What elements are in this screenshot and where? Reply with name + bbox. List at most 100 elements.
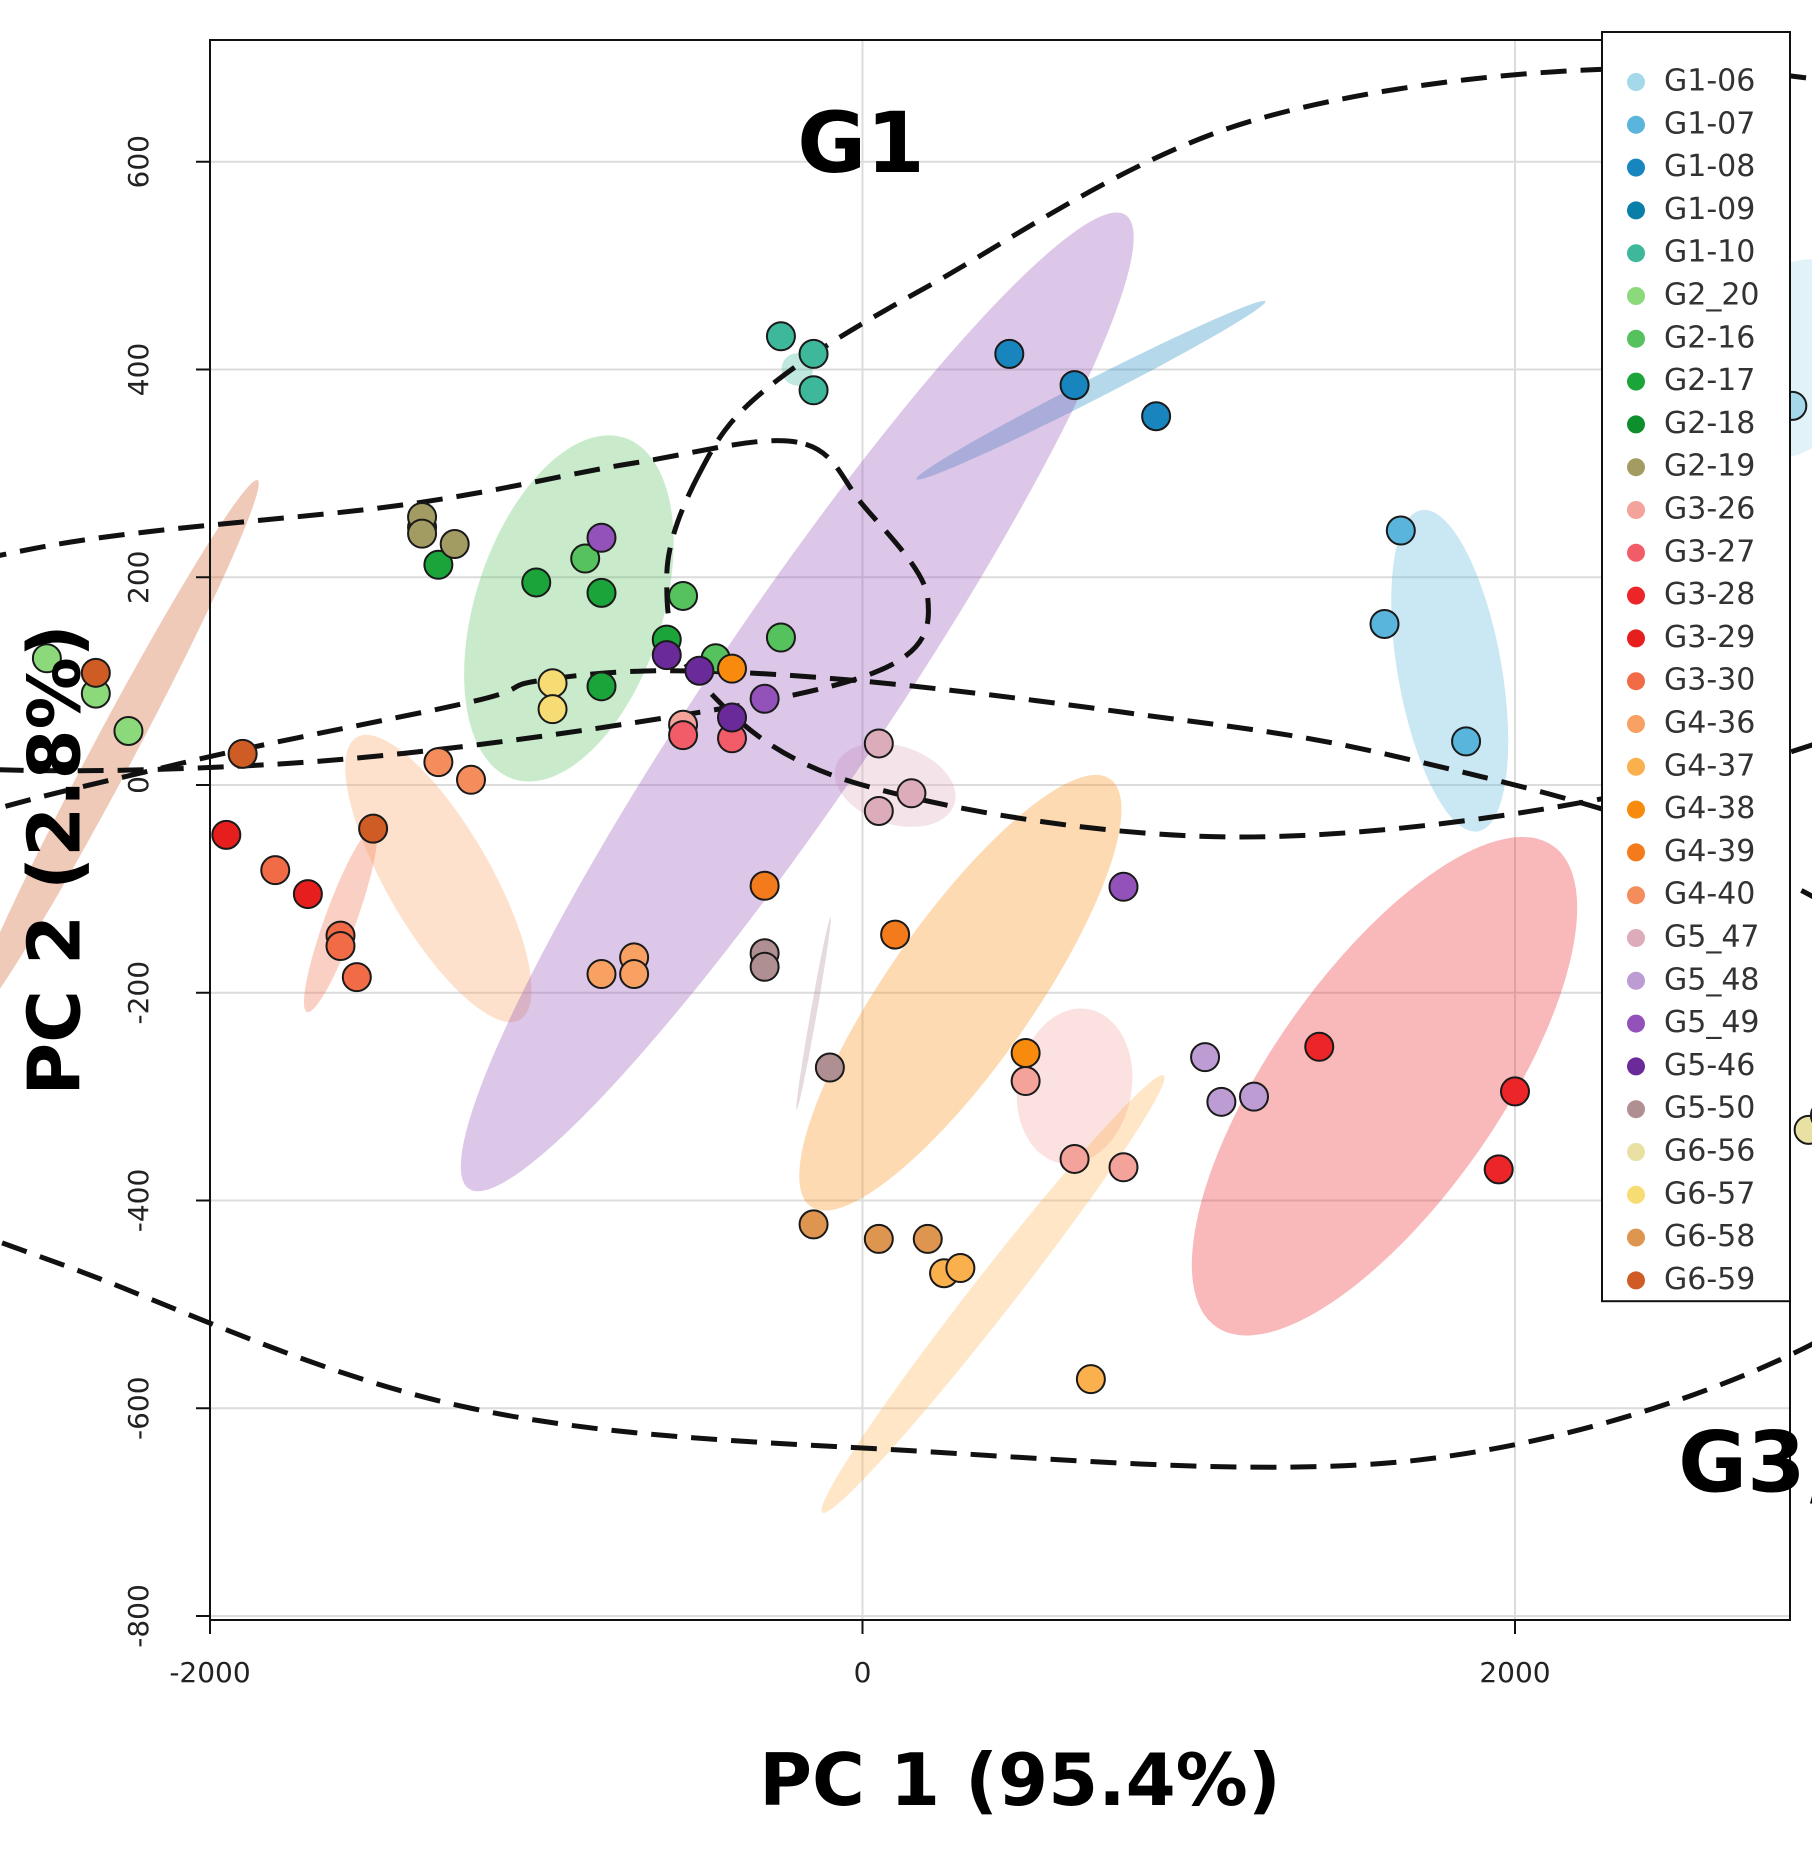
legend-marker xyxy=(1627,757,1645,776)
legend-marker xyxy=(1627,715,1645,733)
legend-entry: G5-46 xyxy=(1664,1048,1755,1083)
legend-entry: G3-26 xyxy=(1664,492,1755,527)
point-G3-30 xyxy=(260,855,291,886)
cluster-outlines xyxy=(0,65,1812,1470)
ellipse-G6-59 xyxy=(0,480,259,1028)
y-tick-label: -200 xyxy=(122,961,155,1025)
legend-marker xyxy=(1627,115,1645,134)
legend-entry: G3-29 xyxy=(1664,620,1755,655)
point-G2_20 xyxy=(113,715,144,746)
legend-entry: G1-06 xyxy=(1664,64,1755,99)
ellipse-G3-26 xyxy=(1016,1008,1133,1164)
legend-marker xyxy=(1627,244,1645,263)
legend-marker xyxy=(1627,372,1645,391)
point-G2-19 xyxy=(407,518,438,549)
point-G2-17 xyxy=(423,549,454,580)
ellipse-G4-38 xyxy=(799,774,1122,1211)
x-axis-title: PC 1 (95.4%) xyxy=(759,1738,1280,1822)
legend-entry: G4-38 xyxy=(1664,791,1755,826)
y-tick-label: -600 xyxy=(122,1376,155,1440)
ellipse-G4-36 xyxy=(345,734,532,1023)
legend-entry: G2-17 xyxy=(1664,363,1755,398)
y-axis-title: PC 2 (2.8%) xyxy=(13,624,97,1095)
legend-marker xyxy=(1627,1271,1645,1290)
legend-marker xyxy=(1627,1143,1645,1161)
point-G5_49 xyxy=(586,522,617,553)
point-G6-59 xyxy=(227,738,258,769)
legend-marker xyxy=(1627,1100,1645,1119)
legend-entry: G1-09 xyxy=(1664,192,1755,227)
point-G6-59 xyxy=(358,813,389,844)
point-G3-28 xyxy=(1304,1031,1335,1062)
point-G3-29 xyxy=(211,819,242,850)
legend-entry: G5_49 xyxy=(1664,1005,1760,1040)
point-G4-40 xyxy=(423,747,454,778)
point-G1-10 xyxy=(798,375,829,406)
group-label: G3,4,5,6 xyxy=(1678,1413,1812,1511)
point-G5_48 xyxy=(1239,1081,1269,1112)
point-G1-07 xyxy=(1451,726,1482,757)
legend-marker xyxy=(1627,843,1645,862)
ellipse-G1-08 xyxy=(916,300,1266,480)
legend-entry: G5_48 xyxy=(1664,962,1760,997)
legend-marker xyxy=(1627,458,1645,477)
point-G2-17 xyxy=(521,567,552,598)
point-G3-28 xyxy=(1500,1076,1530,1107)
legend-entry: G4-40 xyxy=(1664,877,1755,912)
ellipse-G3-28 xyxy=(1191,836,1578,1336)
point-G1-10 xyxy=(765,321,796,352)
point-G2-17 xyxy=(586,577,617,608)
legend-marker xyxy=(1627,1057,1645,1076)
legend-entry: G2-19 xyxy=(1664,449,1755,484)
point-G3-26 xyxy=(1108,1152,1139,1183)
point-G3-26 xyxy=(1059,1143,1090,1174)
y-tick-label: -400 xyxy=(122,1169,155,1233)
y-tick-label: 400 xyxy=(122,343,155,396)
point-G1-08 xyxy=(1141,401,1172,432)
legend-entry: G5-50 xyxy=(1664,1091,1755,1126)
x-tick-label: -2000 xyxy=(169,1656,250,1689)
ellipse-G4-37 xyxy=(821,1075,1165,1513)
ellipse-G2-16 xyxy=(464,435,674,782)
point-G5-46 xyxy=(717,702,747,733)
point-G2-16 xyxy=(765,622,796,653)
point-G1-07 xyxy=(1369,608,1400,639)
legend-marker xyxy=(1627,886,1645,905)
point-G4-36 xyxy=(619,959,650,990)
legend-entry: G5_47 xyxy=(1664,920,1760,955)
point-G3-29 xyxy=(292,879,323,910)
point-G5-50 xyxy=(749,951,780,982)
point-G5-46 xyxy=(684,655,715,686)
point-G2-19 xyxy=(439,529,470,560)
legend-marker xyxy=(1627,1185,1645,1204)
point-G6-59 xyxy=(80,657,111,688)
point-G5_47 xyxy=(863,795,894,826)
point-G4-36 xyxy=(586,959,617,990)
legend-entry: G2-16 xyxy=(1664,320,1755,355)
legend-entry: G2-18 xyxy=(1664,406,1755,441)
ellipse-G1-07 xyxy=(1391,509,1509,832)
legend-entry: G4-37 xyxy=(1664,748,1755,783)
point-G2-16 xyxy=(668,580,699,611)
legend-entry: G6-57 xyxy=(1664,1176,1755,1211)
point-G6-57 xyxy=(537,668,568,699)
legend-entry: G3-30 xyxy=(1664,663,1755,698)
legend-marker xyxy=(1627,415,1645,434)
legend-entry: G6-56 xyxy=(1664,1134,1755,1169)
point-G3-30 xyxy=(341,962,372,993)
x-tick-label: 2000 xyxy=(1479,1656,1550,1689)
outline-G2 xyxy=(0,438,931,774)
point-G4-38 xyxy=(717,653,747,684)
group-label: G1 xyxy=(797,94,924,192)
x-tick-label: 0 xyxy=(854,1656,872,1689)
point-G6-58 xyxy=(798,1209,829,1240)
point-G4-38 xyxy=(1010,1037,1041,1068)
legend-entry: G2_20 xyxy=(1664,278,1760,313)
legend-marker xyxy=(1627,1014,1645,1033)
point-G2-17 xyxy=(586,671,617,702)
y-axis-ticks: -800 -600 -400 -200 0 200 400 600 xyxy=(122,135,210,1648)
point-G1-10 xyxy=(798,338,829,369)
legend-entry: G1-08 xyxy=(1664,149,1755,184)
legend-entry: G1-07 xyxy=(1664,106,1755,141)
